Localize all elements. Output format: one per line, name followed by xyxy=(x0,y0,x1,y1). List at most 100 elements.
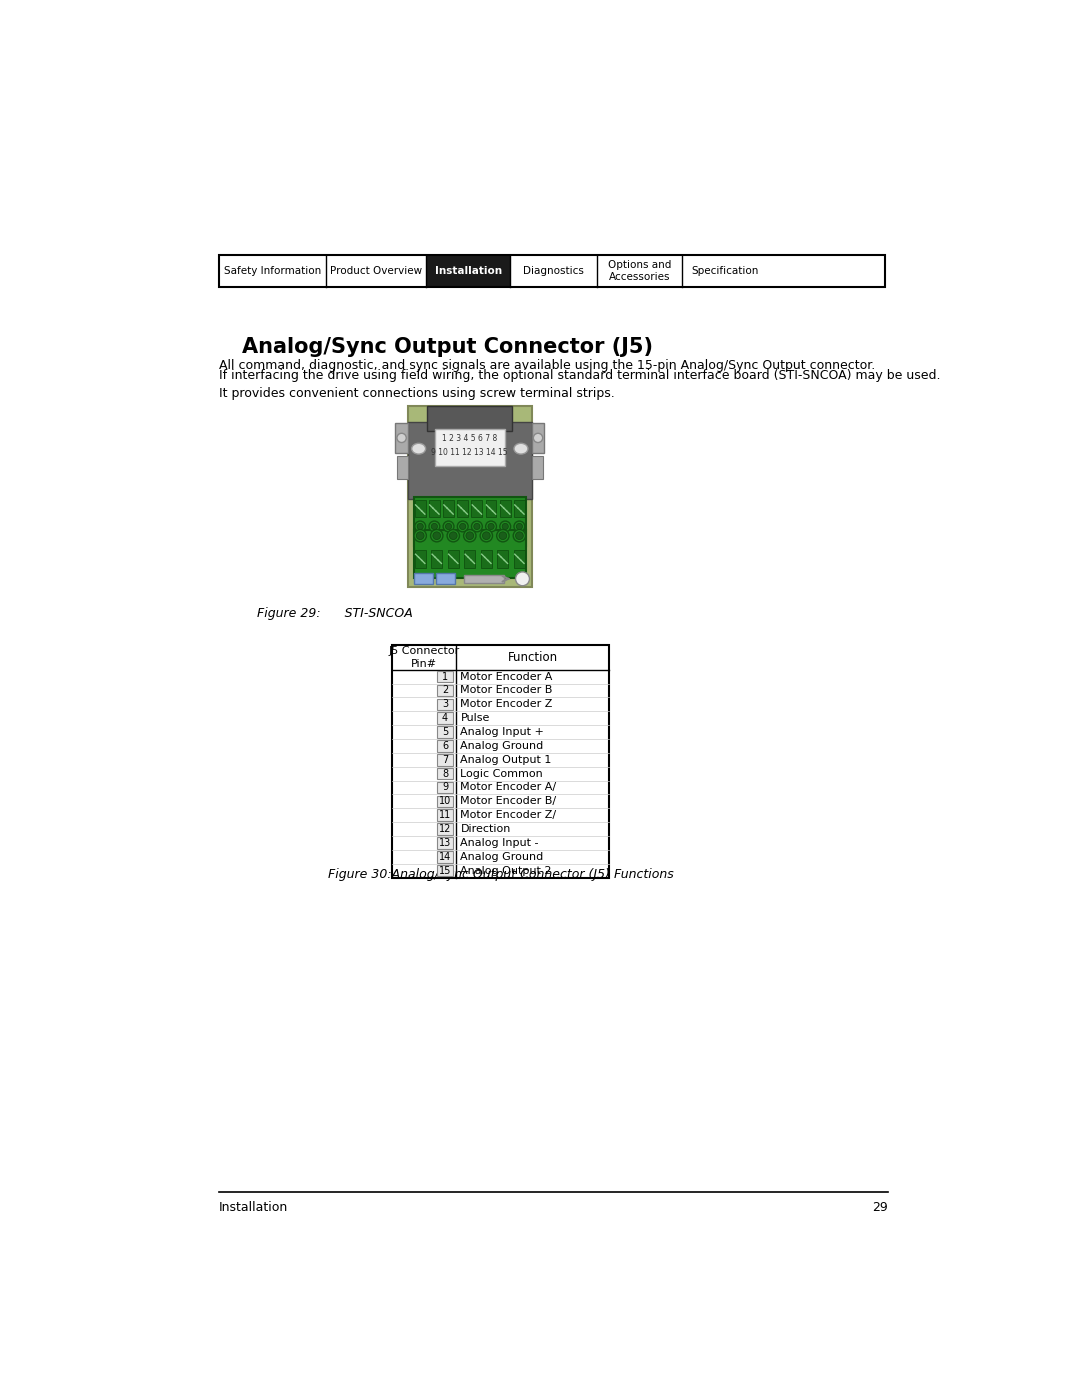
Text: 2: 2 xyxy=(442,686,448,696)
Bar xyxy=(463,576,504,583)
Bar xyxy=(597,254,683,286)
Text: 1: 1 xyxy=(442,672,448,682)
Circle shape xyxy=(433,532,441,539)
Circle shape xyxy=(488,524,495,529)
Circle shape xyxy=(516,524,523,529)
Text: 6: 6 xyxy=(442,740,448,752)
Bar xyxy=(415,549,426,569)
Text: Pulse: Pulse xyxy=(460,714,490,724)
Circle shape xyxy=(443,521,454,532)
Bar xyxy=(326,254,427,286)
Circle shape xyxy=(417,524,423,529)
Bar xyxy=(510,254,597,286)
Bar xyxy=(427,254,510,286)
Bar xyxy=(481,549,491,569)
Text: All command, diagnostic, and sync signals are available using the 15-pin Analog/: All command, diagnostic, and sync signal… xyxy=(218,359,875,372)
Bar xyxy=(457,500,468,517)
Text: 4: 4 xyxy=(442,714,448,724)
Text: Safety Information: Safety Information xyxy=(224,265,321,275)
Circle shape xyxy=(416,532,424,539)
Circle shape xyxy=(415,521,426,532)
Bar xyxy=(486,500,497,517)
Text: 10: 10 xyxy=(438,796,451,806)
Bar xyxy=(448,549,459,569)
Text: Analog Input -: Analog Input - xyxy=(460,838,539,848)
Text: Analog Output 2: Analog Output 2 xyxy=(460,866,552,876)
Text: Logic Common: Logic Common xyxy=(460,768,543,778)
Text: Analog/Sync Output Connector (J5): Analog/Sync Output Connector (J5) xyxy=(242,337,653,358)
Bar xyxy=(428,407,512,432)
Text: Installation: Installation xyxy=(434,265,502,275)
Text: Analog Ground: Analog Ground xyxy=(460,740,543,752)
Text: Diagnostics: Diagnostics xyxy=(523,265,584,275)
Text: If interfacing the drive using field wiring, the optional standard terminal inte: If interfacing the drive using field wir… xyxy=(218,369,941,401)
Bar xyxy=(392,645,609,877)
Circle shape xyxy=(486,521,497,532)
Circle shape xyxy=(534,433,542,443)
Bar xyxy=(437,712,453,724)
Bar xyxy=(414,497,526,546)
Circle shape xyxy=(463,529,476,542)
Bar xyxy=(431,549,442,569)
Bar xyxy=(408,407,531,587)
Text: 29: 29 xyxy=(873,1201,889,1214)
Circle shape xyxy=(431,524,437,529)
Bar xyxy=(443,500,454,517)
Circle shape xyxy=(429,521,440,532)
Circle shape xyxy=(515,532,524,539)
Circle shape xyxy=(483,532,490,539)
Text: 14: 14 xyxy=(438,852,451,862)
Bar xyxy=(218,254,326,286)
Bar xyxy=(218,254,886,286)
Ellipse shape xyxy=(514,443,528,454)
Text: Options and
Accessories: Options and Accessories xyxy=(608,260,671,282)
Text: Installation: Installation xyxy=(218,1201,288,1214)
Circle shape xyxy=(431,529,443,542)
Text: Direction: Direction xyxy=(460,824,511,834)
Bar xyxy=(437,754,453,766)
Text: Motor Encoder B: Motor Encoder B xyxy=(460,686,553,696)
Text: 5: 5 xyxy=(442,726,448,738)
Text: J5 Connector
Pin#: J5 Connector Pin# xyxy=(389,647,460,669)
Bar xyxy=(437,726,453,738)
Bar xyxy=(514,500,525,517)
Bar xyxy=(429,500,440,517)
Text: 3: 3 xyxy=(442,700,448,710)
Text: Analog Output 1: Analog Output 1 xyxy=(460,754,552,764)
Bar xyxy=(531,423,544,453)
Bar xyxy=(435,573,455,584)
Circle shape xyxy=(515,571,529,585)
Bar xyxy=(437,782,453,793)
Circle shape xyxy=(514,521,525,532)
Bar xyxy=(683,254,768,286)
Text: 15: 15 xyxy=(438,866,451,876)
Bar xyxy=(414,529,526,578)
Circle shape xyxy=(449,532,457,539)
Text: Analog Ground: Analog Ground xyxy=(460,852,543,862)
Bar xyxy=(437,823,453,835)
Bar xyxy=(435,429,504,467)
Text: Motor Encoder A: Motor Encoder A xyxy=(460,672,553,682)
Circle shape xyxy=(414,529,427,542)
Bar xyxy=(437,837,453,849)
Bar xyxy=(437,768,453,780)
Bar xyxy=(498,549,509,569)
Bar xyxy=(437,685,453,696)
Circle shape xyxy=(474,524,480,529)
Bar xyxy=(397,457,408,479)
Text: Function: Function xyxy=(508,651,557,664)
Text: 9: 9 xyxy=(442,782,448,792)
Circle shape xyxy=(472,521,483,532)
Bar xyxy=(472,500,483,517)
Text: 11: 11 xyxy=(438,810,451,820)
Bar xyxy=(500,500,511,517)
Text: Motor Encoder Z: Motor Encoder Z xyxy=(460,700,553,710)
Text: Figure 29:      STI-SNCOA: Figure 29: STI-SNCOA xyxy=(257,606,414,619)
Text: 13: 13 xyxy=(438,838,451,848)
Circle shape xyxy=(499,532,507,539)
Text: Specification: Specification xyxy=(691,265,758,275)
Ellipse shape xyxy=(411,443,426,454)
Text: 7: 7 xyxy=(442,754,448,764)
Circle shape xyxy=(481,529,492,542)
Circle shape xyxy=(397,433,406,443)
